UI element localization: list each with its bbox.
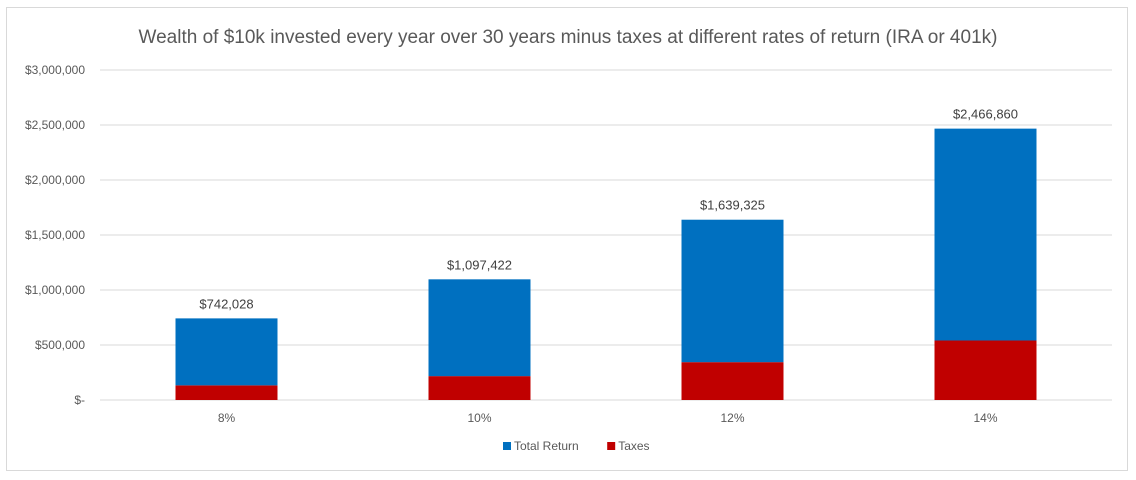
bar-segment-taxes [681,362,784,400]
y-axis-ticks: $- $500,000 $1,000,000 $1,500,000 $2,000,000… [25,63,85,407]
y-tick-label: $- [74,393,85,407]
bar-total-label: $1,097,422 [447,257,512,272]
chart-title: Wealth of $10k invested every year over … [139,27,998,48]
y-tick-label: $1,000,000 [25,283,85,297]
legend-label: Total Return [514,439,579,453]
y-tick-label: $2,000,000 [25,173,85,187]
x-axis-ticks: 8% 10% 12% 14% [218,411,998,425]
bar-total-label: $2,466,860 [953,107,1018,122]
bar-segment-total-return [681,219,784,363]
x-tick-label: 8% [218,411,236,425]
legend: Total Return Taxes [503,439,650,453]
bar-segment-total-return [175,318,278,386]
legend-label: Taxes [618,439,649,453]
y-tick-label: $1,500,000 [25,228,85,242]
bar-segment-taxes [428,376,531,400]
y-tick-label: $2,500,000 [25,118,85,132]
y-tick-label: $500,000 [35,338,85,352]
x-tick-label: 10% [467,411,491,425]
bar-segment-total-return [934,128,1037,341]
bars: $742,028 $1,097,422 $1,639,325 $2,466,860 [175,107,1037,400]
x-tick-label: 14% [973,411,997,425]
legend-swatch [503,442,511,450]
x-tick-label: 12% [720,411,744,425]
bar-segment-taxes [175,385,278,400]
legend-swatch [607,442,616,450]
bar-segment-total-return [428,279,531,377]
bar-segment-taxes [934,340,1037,400]
bar-total-label: $742,028 [199,296,253,311]
y-tick-label: $3,000,000 [25,63,85,77]
bar-total-label: $1,639,325 [700,198,765,213]
